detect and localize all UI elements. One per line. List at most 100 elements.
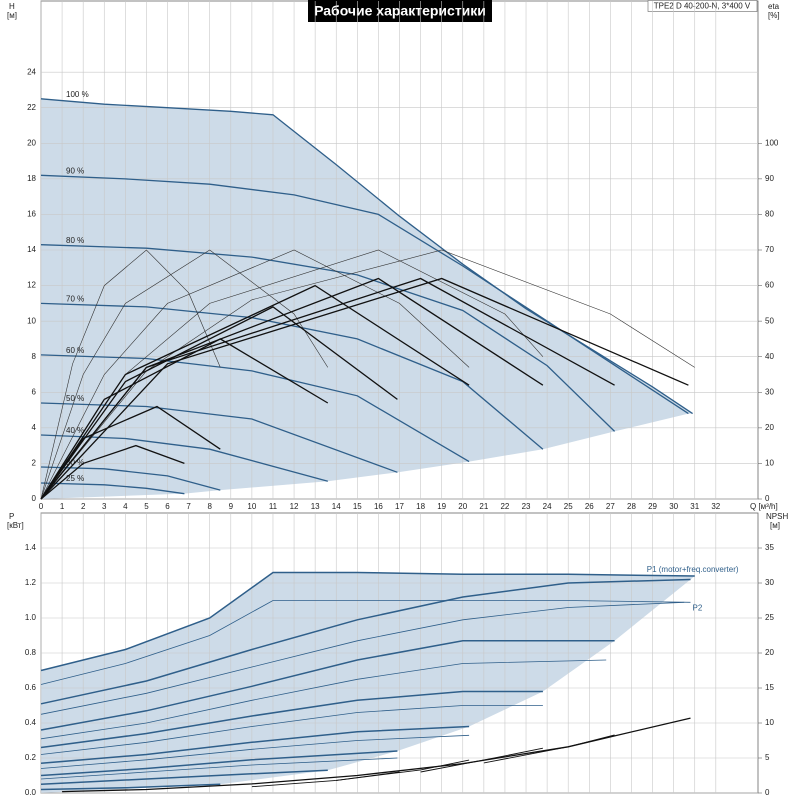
y-tick-label: 0.0 — [25, 788, 37, 797]
curve — [40, 354, 470, 463]
y-tick-label: 10 — [27, 316, 36, 325]
y-axis-unit: [м] — [7, 11, 17, 20]
y2-curve — [336, 759, 470, 781]
curve — [40, 725, 470, 765]
x-tick-label: 26 — [585, 502, 594, 511]
series-label: 100 % — [66, 90, 89, 99]
y2-tick-label: 15 — [765, 683, 774, 692]
y2-tick-label: 80 — [765, 210, 774, 219]
y2-tick-label: 0 — [765, 788, 770, 797]
x-tick-label: 31 — [690, 502, 699, 511]
curve — [40, 659, 607, 740]
y2-curve — [40, 444, 185, 500]
curve — [40, 783, 221, 791]
curve — [40, 600, 691, 685]
series-label: P2 — [693, 603, 703, 612]
curve — [40, 174, 689, 415]
x-tick-label: 18 — [416, 502, 425, 511]
y2-tick-label: 30 — [765, 387, 774, 396]
y2-tick-label: 100 — [765, 138, 779, 147]
model-box — [647, 0, 758, 12]
y2-tick-label: 0 — [765, 494, 770, 503]
operating-region — [41, 98, 693, 500]
series-label: 80 % — [66, 236, 84, 245]
x-tick-label: 10 — [247, 502, 256, 511]
y2-tick-label: 20 — [765, 423, 774, 432]
series-label: 90 % — [66, 166, 84, 175]
x-tick-label: 22 — [500, 502, 509, 511]
y2-curve — [40, 277, 689, 500]
x-tick-label: 6 — [165, 502, 170, 511]
curve — [40, 98, 693, 415]
x-tick-label: 13 — [311, 502, 320, 511]
y2-tick-label: 10 — [765, 718, 774, 727]
x-tick-label: 2 — [81, 502, 86, 511]
x-tick-label: 30 — [669, 502, 678, 511]
x-tick-label: 17 — [395, 502, 404, 511]
chart-title: Рабочие характеристики — [314, 3, 486, 19]
y2-tick-label: 60 — [765, 281, 774, 290]
x-tick-label: 14 — [332, 502, 341, 511]
y-axis-label: H — [9, 2, 15, 11]
x-tick-label: 21 — [479, 502, 488, 511]
y-tick-label: 0.2 — [25, 753, 37, 762]
y2-tick-label: 25 — [765, 613, 774, 622]
y-axis-label: P — [9, 512, 14, 521]
curve — [40, 705, 543, 755]
y-tick-label: 4 — [32, 423, 37, 432]
curve — [40, 640, 615, 731]
x-tick-label: 11 — [269, 502, 278, 511]
x-tick-label: 29 — [648, 502, 657, 511]
y2-curve — [40, 284, 470, 500]
y-tick-label: 0.6 — [25, 683, 37, 692]
y-tick-label: 0.8 — [25, 648, 37, 657]
x-tick-label: 4 — [123, 502, 128, 511]
y-axis-unit: [кВт] — [7, 521, 24, 530]
curve — [40, 302, 544, 450]
x-tick-label: 9 — [229, 502, 234, 511]
model-label: TPE2 D 40-200-N, 3*400 V — [654, 2, 751, 11]
y-tick-label: 14 — [27, 245, 36, 254]
curve — [40, 750, 398, 777]
y2-tick-label: 70 — [765, 245, 774, 254]
x-axis-label: Q [м³/h] — [750, 502, 778, 511]
y-tick-label: 1.4 — [25, 543, 37, 552]
curve — [40, 690, 543, 749]
series-label: 70 % — [66, 294, 84, 303]
curve — [40, 466, 221, 491]
y-tick-label: 2 — [32, 459, 37, 468]
x-tick-label: 27 — [606, 502, 615, 511]
y-tick-label: 24 — [27, 67, 36, 76]
curve — [40, 769, 328, 786]
y2-axis-unit: [м] — [770, 521, 780, 530]
title-box — [308, 0, 492, 22]
y-tick-label: 18 — [27, 174, 36, 183]
x-tick-label: 15 — [353, 502, 362, 511]
y2-tick-label: 20 — [765, 648, 774, 657]
x-tick-label: 16 — [374, 502, 383, 511]
y2-tick-label: 50 — [765, 316, 774, 325]
y2-curve — [40, 249, 470, 500]
y-tick-label: 0.4 — [25, 718, 37, 727]
x-tick-label: 23 — [522, 502, 531, 511]
series-label: 25 % — [66, 474, 84, 483]
x-tick-label: 32 — [711, 502, 720, 511]
x-tick-label: 3 — [102, 502, 107, 511]
curve — [40, 757, 398, 780]
curve — [40, 734, 470, 769]
x-tick-label: 28 — [627, 502, 636, 511]
x-tick-label: 25 — [564, 502, 573, 511]
y2-curve — [420, 747, 543, 773]
y-tick-label: 1.2 — [25, 578, 37, 587]
y2-tick-label: 10 — [765, 459, 774, 468]
y2-axis-label: eta — [768, 2, 780, 11]
series-label: P1 (motor+freq.converter) — [647, 565, 739, 574]
y2-curve — [40, 249, 695, 500]
curve — [40, 402, 398, 473]
y-tick-label: 22 — [27, 103, 36, 112]
series-label: 60 % — [66, 346, 84, 355]
y-tick-label: 1.0 — [25, 613, 37, 622]
series-label: 40 % — [66, 426, 84, 435]
y-tick-label: 6 — [32, 387, 37, 396]
